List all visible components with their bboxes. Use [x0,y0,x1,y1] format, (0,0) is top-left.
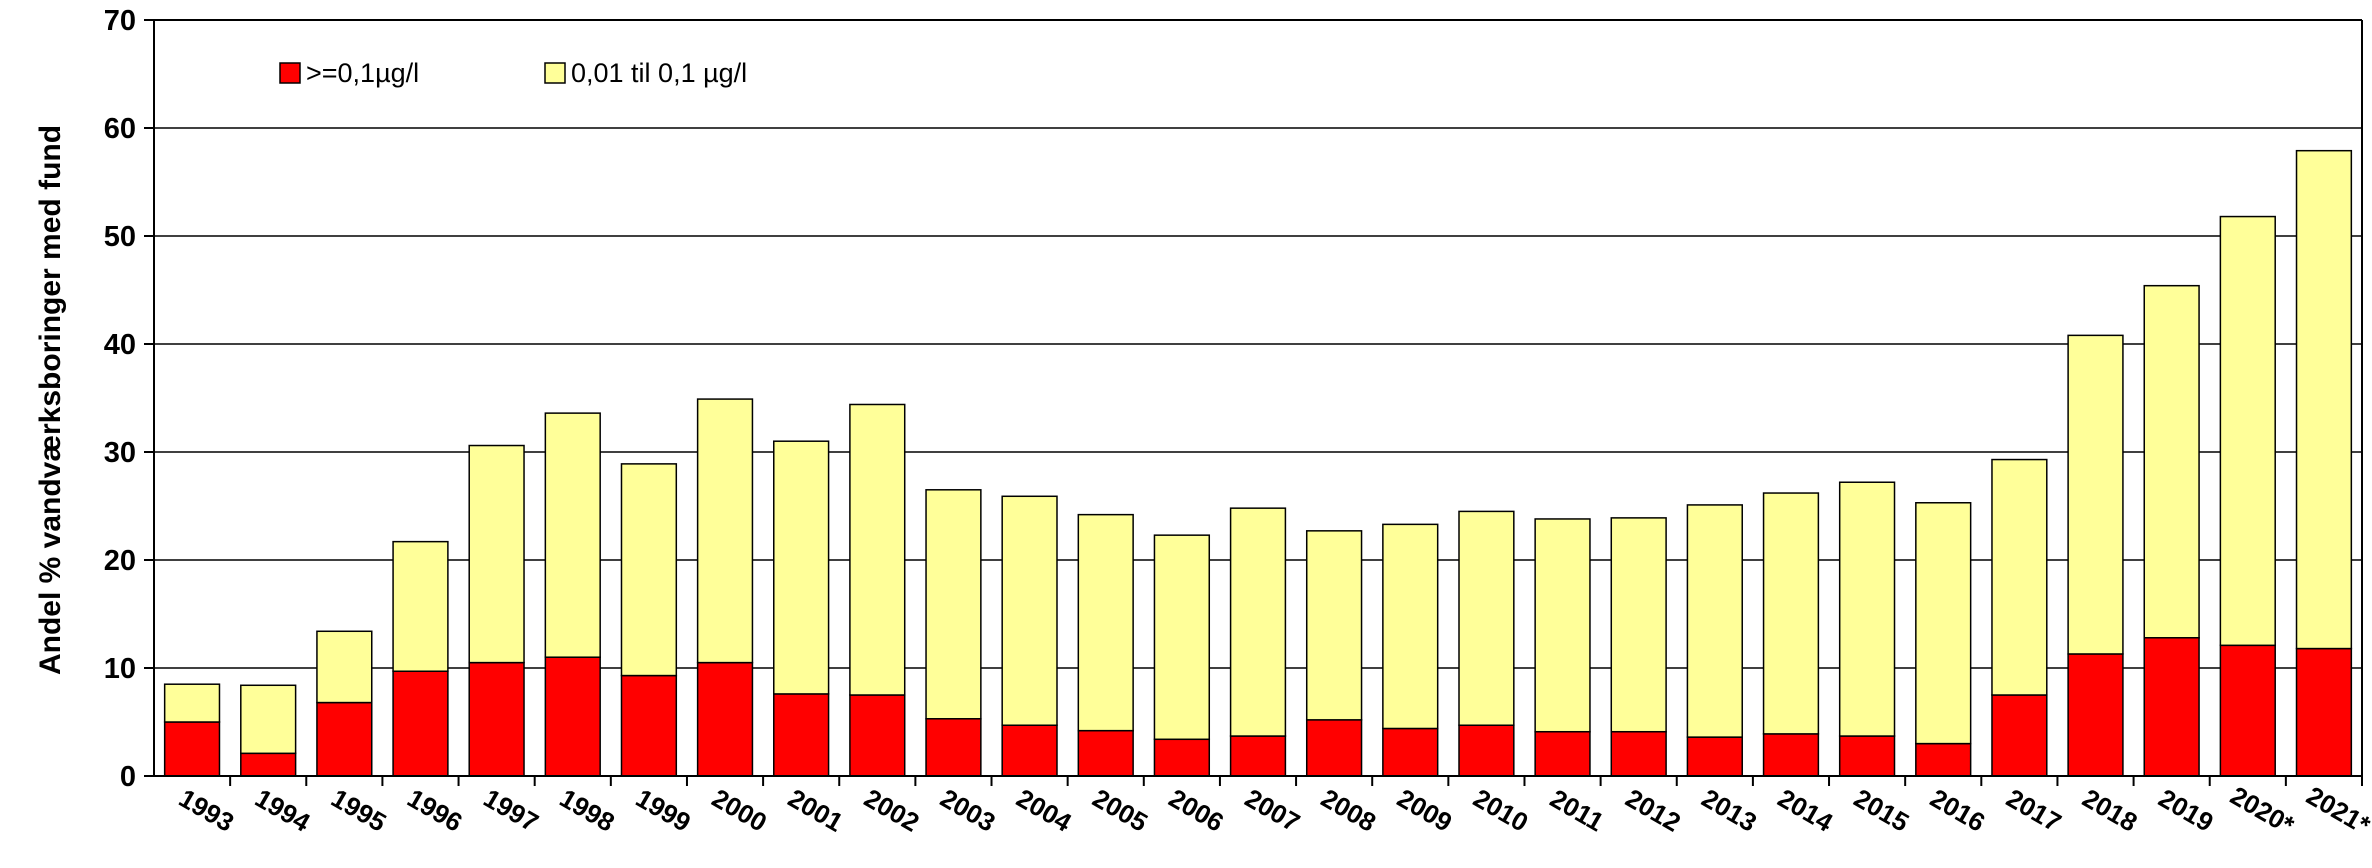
bar-segment-low [2067,334,2124,655]
bar-segment-severe [1077,729,1134,777]
bar-segment-low [1610,517,1667,733]
bar-segment-severe [468,661,525,777]
bar-segment-severe [1534,730,1591,777]
bar-segment-severe [163,721,221,777]
bar-segment-low [1762,492,1820,735]
bar-segment-severe [1991,694,2048,777]
bar-segment-low [163,683,221,723]
bar-segment-low [849,403,906,696]
legend-swatch-low [544,62,566,84]
axes [153,19,2363,777]
bar-segment-low [1153,534,1211,741]
bar-segment-low [1838,481,1896,737]
y-axis-label: Andel % vandværksboringer med fund [34,125,67,675]
bar-segment-severe [620,674,678,777]
bar-segment-severe [1382,727,1439,777]
bar-segment-low [1534,518,1591,733]
bar-segment-low [1686,504,1743,738]
legend: >=0,1µg/l 0,01 til 0,1 µg/l [279,58,747,88]
bar-segment-severe [2219,644,2276,777]
bar-segment-low [1077,513,1134,732]
y-tick-labels: 0 10 20 30 40 50 60 70 [104,5,136,793]
y-tick-label: 50 [104,221,136,253]
legend-label-severe: >=0,1µg/l [306,58,419,88]
bar-segment-low [1382,523,1439,730]
bar-segment-low [1991,458,2048,696]
bar-segment-low [468,444,525,664]
bar-segment-severe [2143,637,2200,777]
bar-segment-severe [392,670,449,777]
bar-segment-severe [2295,647,2353,777]
bar-segment-severe [1458,724,1515,777]
bar-segment-low [544,412,601,658]
bar-segment-low [773,440,830,695]
bar-segment-low [1229,507,1287,737]
bar-segment-severe [1001,724,1058,777]
bar-segment-low [2143,284,2200,639]
bar-segment-severe [544,656,601,777]
bar-segment-severe [773,693,830,777]
bar-segment-severe [696,661,754,777]
bar-segment-low [392,540,449,672]
bar-segment-low [240,684,297,755]
y-tick-label: 60 [104,113,136,145]
bar-segment-low [1915,502,1972,745]
bar-segment-low [925,489,982,720]
y-tick-label: 10 [104,653,136,685]
bar-segment-severe [1153,738,1211,777]
bar-segment-severe [1686,736,1743,777]
bar-segment-low [316,630,373,704]
bar-segment-low [1001,495,1058,726]
bar-segment-severe [849,694,906,777]
bar-segment-severe [1229,735,1287,777]
bar-segment-low [696,398,754,664]
legend-swatch-severe [279,62,301,84]
bar-segment-severe [1915,742,1972,777]
bar-segment-low [1305,530,1363,721]
bar-segment-severe [240,752,297,777]
y-tick-label: 0 [120,761,136,793]
bar-segment-severe [1762,733,1820,777]
bar-segment-severe [1305,719,1363,777]
bar-segment-low [2219,215,2276,647]
bar-segment-severe [925,718,982,777]
y-tick-label: 70 [104,5,136,37]
bar-segment-severe [316,701,373,777]
bar-segment-severe [1838,735,1896,777]
y-tick-label: 40 [104,329,136,361]
bar-segment-low [2295,149,2353,650]
bar-segment-severe [2067,653,2124,777]
legend-label-low: 0,01 til 0,1 µg/l [571,58,747,88]
y-tick-label: 30 [104,437,136,469]
y-tick-label: 20 [104,545,136,577]
bar-segment-low [620,463,678,677]
bars [163,149,2353,777]
bar-segment-severe [1610,730,1667,777]
bar-segment-low [1458,510,1515,726]
